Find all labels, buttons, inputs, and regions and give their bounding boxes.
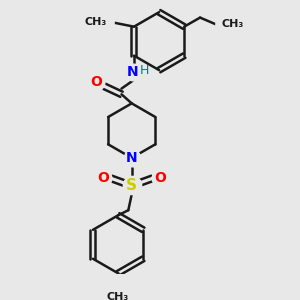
Text: H: H bbox=[140, 64, 149, 77]
Text: O: O bbox=[154, 171, 166, 185]
Text: N: N bbox=[127, 64, 139, 79]
Text: CH₃: CH₃ bbox=[107, 292, 129, 300]
Text: O: O bbox=[91, 75, 102, 89]
Text: CH₃: CH₃ bbox=[222, 20, 244, 29]
Text: N: N bbox=[126, 151, 137, 165]
Text: S: S bbox=[126, 178, 137, 193]
Text: O: O bbox=[98, 171, 109, 185]
Text: CH₃: CH₃ bbox=[85, 17, 107, 27]
